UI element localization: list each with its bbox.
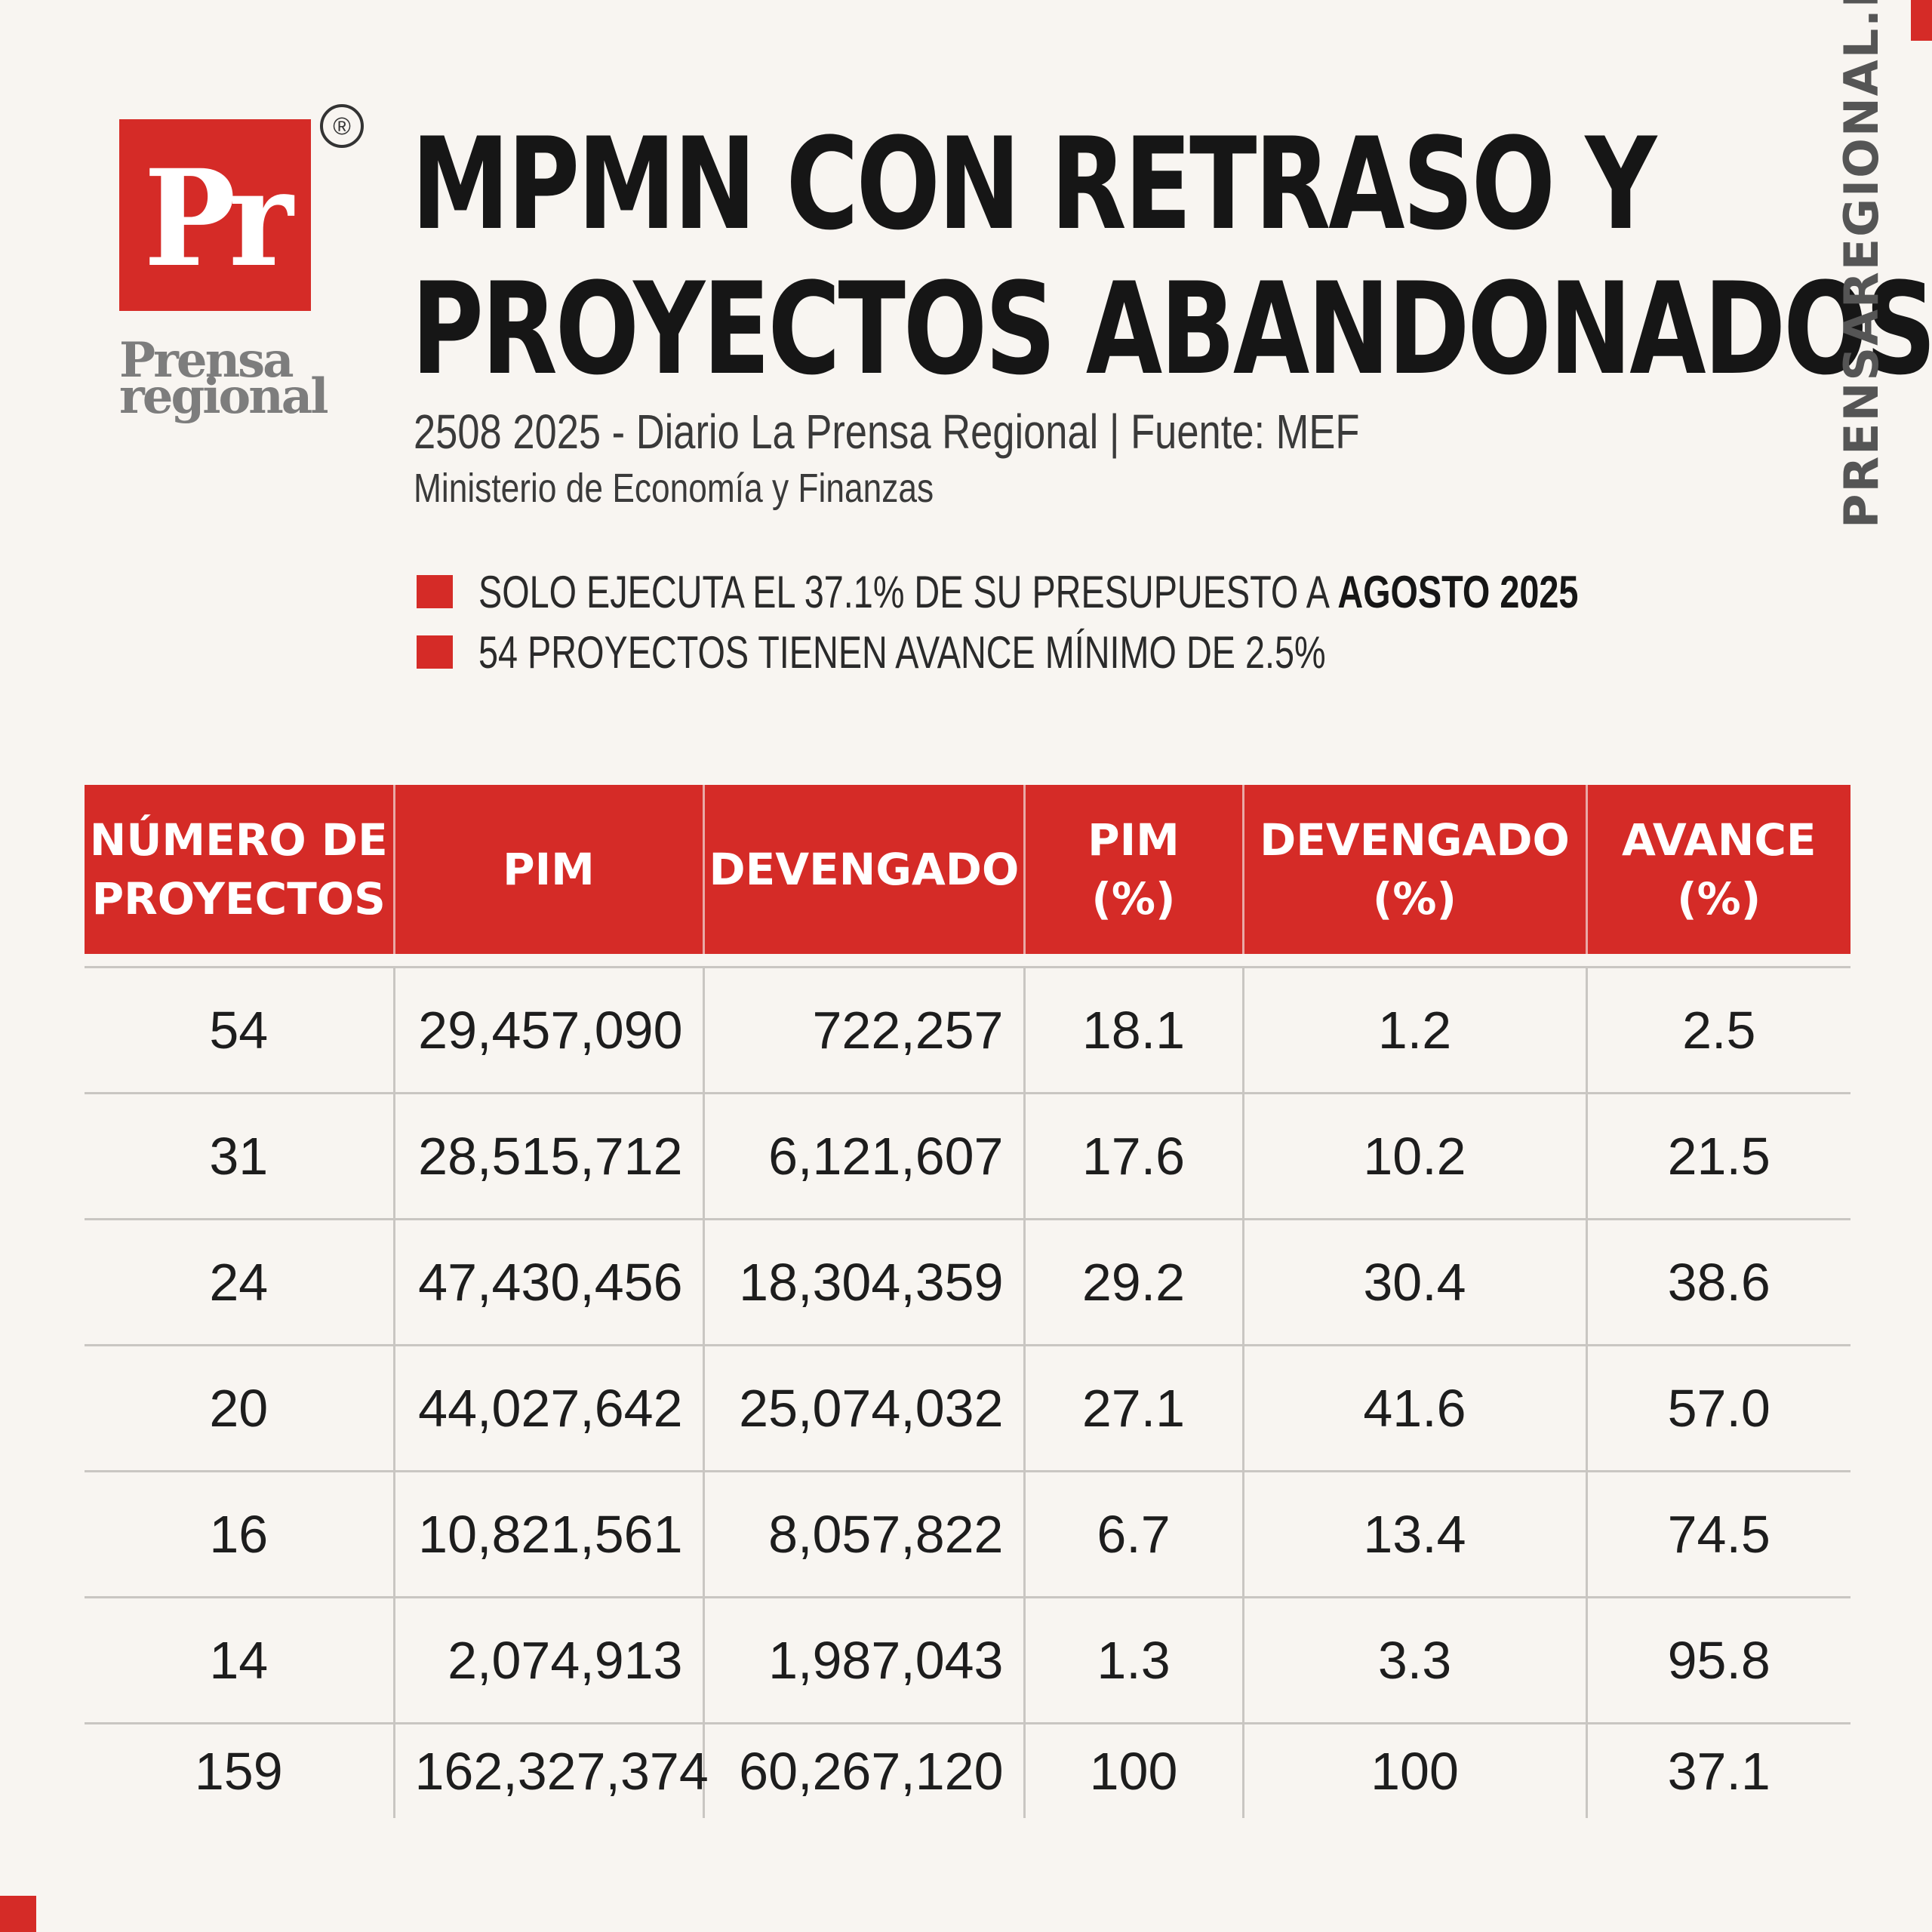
page-title: MPMN CON RETRASO Y PROYECTOS ABANDONADOS: [411, 110, 1932, 403]
cell-devengado: 18,304,359: [702, 1218, 1024, 1346]
source-line: 2508 2025 - Diario La Prensa Regional | …: [414, 405, 1360, 459]
cell-pim-pct: 100: [1023, 1722, 1243, 1818]
cell-numero: 24: [85, 1218, 394, 1346]
cell-devengado-pct: 30.4: [1241, 1218, 1586, 1346]
cell-pim-pct: 17.6: [1023, 1092, 1243, 1220]
header-pim-pct: PIM (%): [1023, 785, 1243, 954]
cell-devengado: 8,057,822: [702, 1470, 1024, 1598]
bullet-budget-bold: AGOSTO 2025: [1337, 567, 1579, 617]
header-devengado: DEVENGADO: [702, 785, 1024, 954]
cell-numero: 16: [85, 1470, 394, 1598]
table-row: 16 10,821,561 8,057,822 6.7 13.4 74.5: [85, 1470, 1850, 1598]
site-url: PRENSAREGIONAL.PE: [1834, 0, 1889, 528]
cell-devengado-pct: 3.3: [1241, 1596, 1586, 1724]
logo-wordmark-prensa: Prensa: [119, 332, 294, 389]
logo-mark: Pr: [143, 140, 294, 297]
cell-avance-pct: 57.0: [1585, 1344, 1850, 1472]
header-numero-proyectos: NÚMERO DE PROYECTOS: [85, 785, 394, 954]
table-row: 31 28,515,712 6,121,607 17.6 10.2 21.5: [85, 1092, 1850, 1220]
cell-pim: 47,430,456: [392, 1218, 703, 1346]
cell-devengado: 722,257: [702, 966, 1024, 1094]
table-row: 14 2,074,913 1,987,043 1.3 3.3 95.8: [85, 1596, 1850, 1724]
cell-devengado: 1,987,043: [702, 1596, 1024, 1724]
cell-numero: 31: [85, 1092, 394, 1220]
bullet-square-icon: [417, 575, 453, 608]
cell-devengado-pct: 1.2: [1241, 966, 1586, 1094]
cell-pim: 162,327,374: [392, 1722, 709, 1818]
registered-icon: ®: [320, 104, 364, 148]
cell-devengado: 25,074,032: [702, 1344, 1024, 1472]
header-avance-pct: AVANCE (%): [1585, 785, 1850, 954]
logo-wordmark-regional: regional: [119, 368, 329, 425]
bullet-projects-text: 54 PROYECTOS TIENEN AVANCE MÍNIMO DE 2.5…: [478, 627, 1326, 678]
cell-avance-pct: 21.5: [1585, 1092, 1850, 1220]
table-row: 54 29,457,090 722,257 18.1 1.2 2.5: [85, 966, 1850, 1094]
page-title-line-2: PROYECTOS ABANDONADOS: [411, 255, 1932, 403]
cell-numero: 14: [85, 1596, 394, 1724]
cell-pim: 28,515,712: [392, 1092, 703, 1220]
cell-numero: 159: [85, 1722, 394, 1818]
corner-accent-top-right: [1911, 0, 1932, 41]
page-title-line-1: MPMN CON RETRASO Y: [411, 110, 1657, 258]
cell-numero: 20: [85, 1344, 394, 1472]
bullet-square-icon: [417, 635, 453, 669]
cell-avance-pct: 95.8: [1585, 1596, 1850, 1724]
cell-avance-pct: 2.5: [1585, 966, 1850, 1094]
cell-pim-pct: 29.2: [1023, 1218, 1243, 1346]
source-subline: Ministerio de Economía y Finanzas: [414, 466, 934, 511]
cell-devengado-pct: 41.6: [1241, 1344, 1586, 1472]
brand-logo: Pr: [119, 119, 311, 311]
cell-devengado-pct: 100: [1241, 1722, 1586, 1818]
cell-pim: 44,027,642: [392, 1344, 703, 1472]
cell-avance-pct: 38.6: [1585, 1218, 1850, 1346]
cell-pim-pct: 1.3: [1023, 1596, 1243, 1724]
cell-devengado: 60,267,120: [702, 1722, 1024, 1818]
cell-pim-pct: 27.1: [1023, 1344, 1243, 1472]
cell-pim: 2,074,913: [392, 1596, 703, 1724]
table-header-row: NÚMERO DE PROYECTOS PIM DEVENGADO PIM (%) …: [85, 785, 1850, 954]
cell-pim-pct: 6.7: [1023, 1470, 1243, 1598]
header-pim: PIM: [392, 785, 703, 954]
bullet-projects: 54 PROYECTOS TIENEN AVANCE MÍNIMO DE 2.5…: [417, 626, 1700, 679]
cell-pim: 10,821,561: [392, 1470, 703, 1598]
cell-avance-pct: 37.1: [1585, 1722, 1850, 1818]
header-devengado-pct: DEVENGADO (%): [1241, 785, 1586, 954]
cell-pim: 29,457,090: [392, 966, 703, 1094]
cell-numero: 54: [85, 966, 394, 1094]
data-table: NÚMERO DE PROYECTOS PIM DEVENGADO PIM (%) …: [85, 785, 1850, 1818]
cell-pim-pct: 18.1: [1023, 966, 1243, 1094]
cell-devengado-pct: 10.2: [1241, 1092, 1586, 1220]
cell-devengado: 6,121,607: [702, 1092, 1024, 1220]
table-row: 24 47,430,456 18,304,359 29.2 30.4 38.6: [85, 1218, 1850, 1346]
bullet-budget-text: SOLO EJECUTA EL 37.1% DE SU PRESUPUESTO …: [478, 567, 1579, 617]
cell-devengado-pct: 13.4: [1241, 1470, 1586, 1598]
table-row: 20 44,027,642 25,074,032 27.1 41.6 57.0: [85, 1344, 1850, 1472]
corner-accent-bottom-left: [0, 1896, 36, 1932]
bullet-budget: SOLO EJECUTA EL 37.1% DE SU PRESUPUESTO …: [417, 566, 1700, 619]
cell-avance-pct: 74.5: [1585, 1470, 1850, 1598]
table-row-total: 159 162,327,374 60,267,120 100 100 37.1: [85, 1722, 1850, 1818]
